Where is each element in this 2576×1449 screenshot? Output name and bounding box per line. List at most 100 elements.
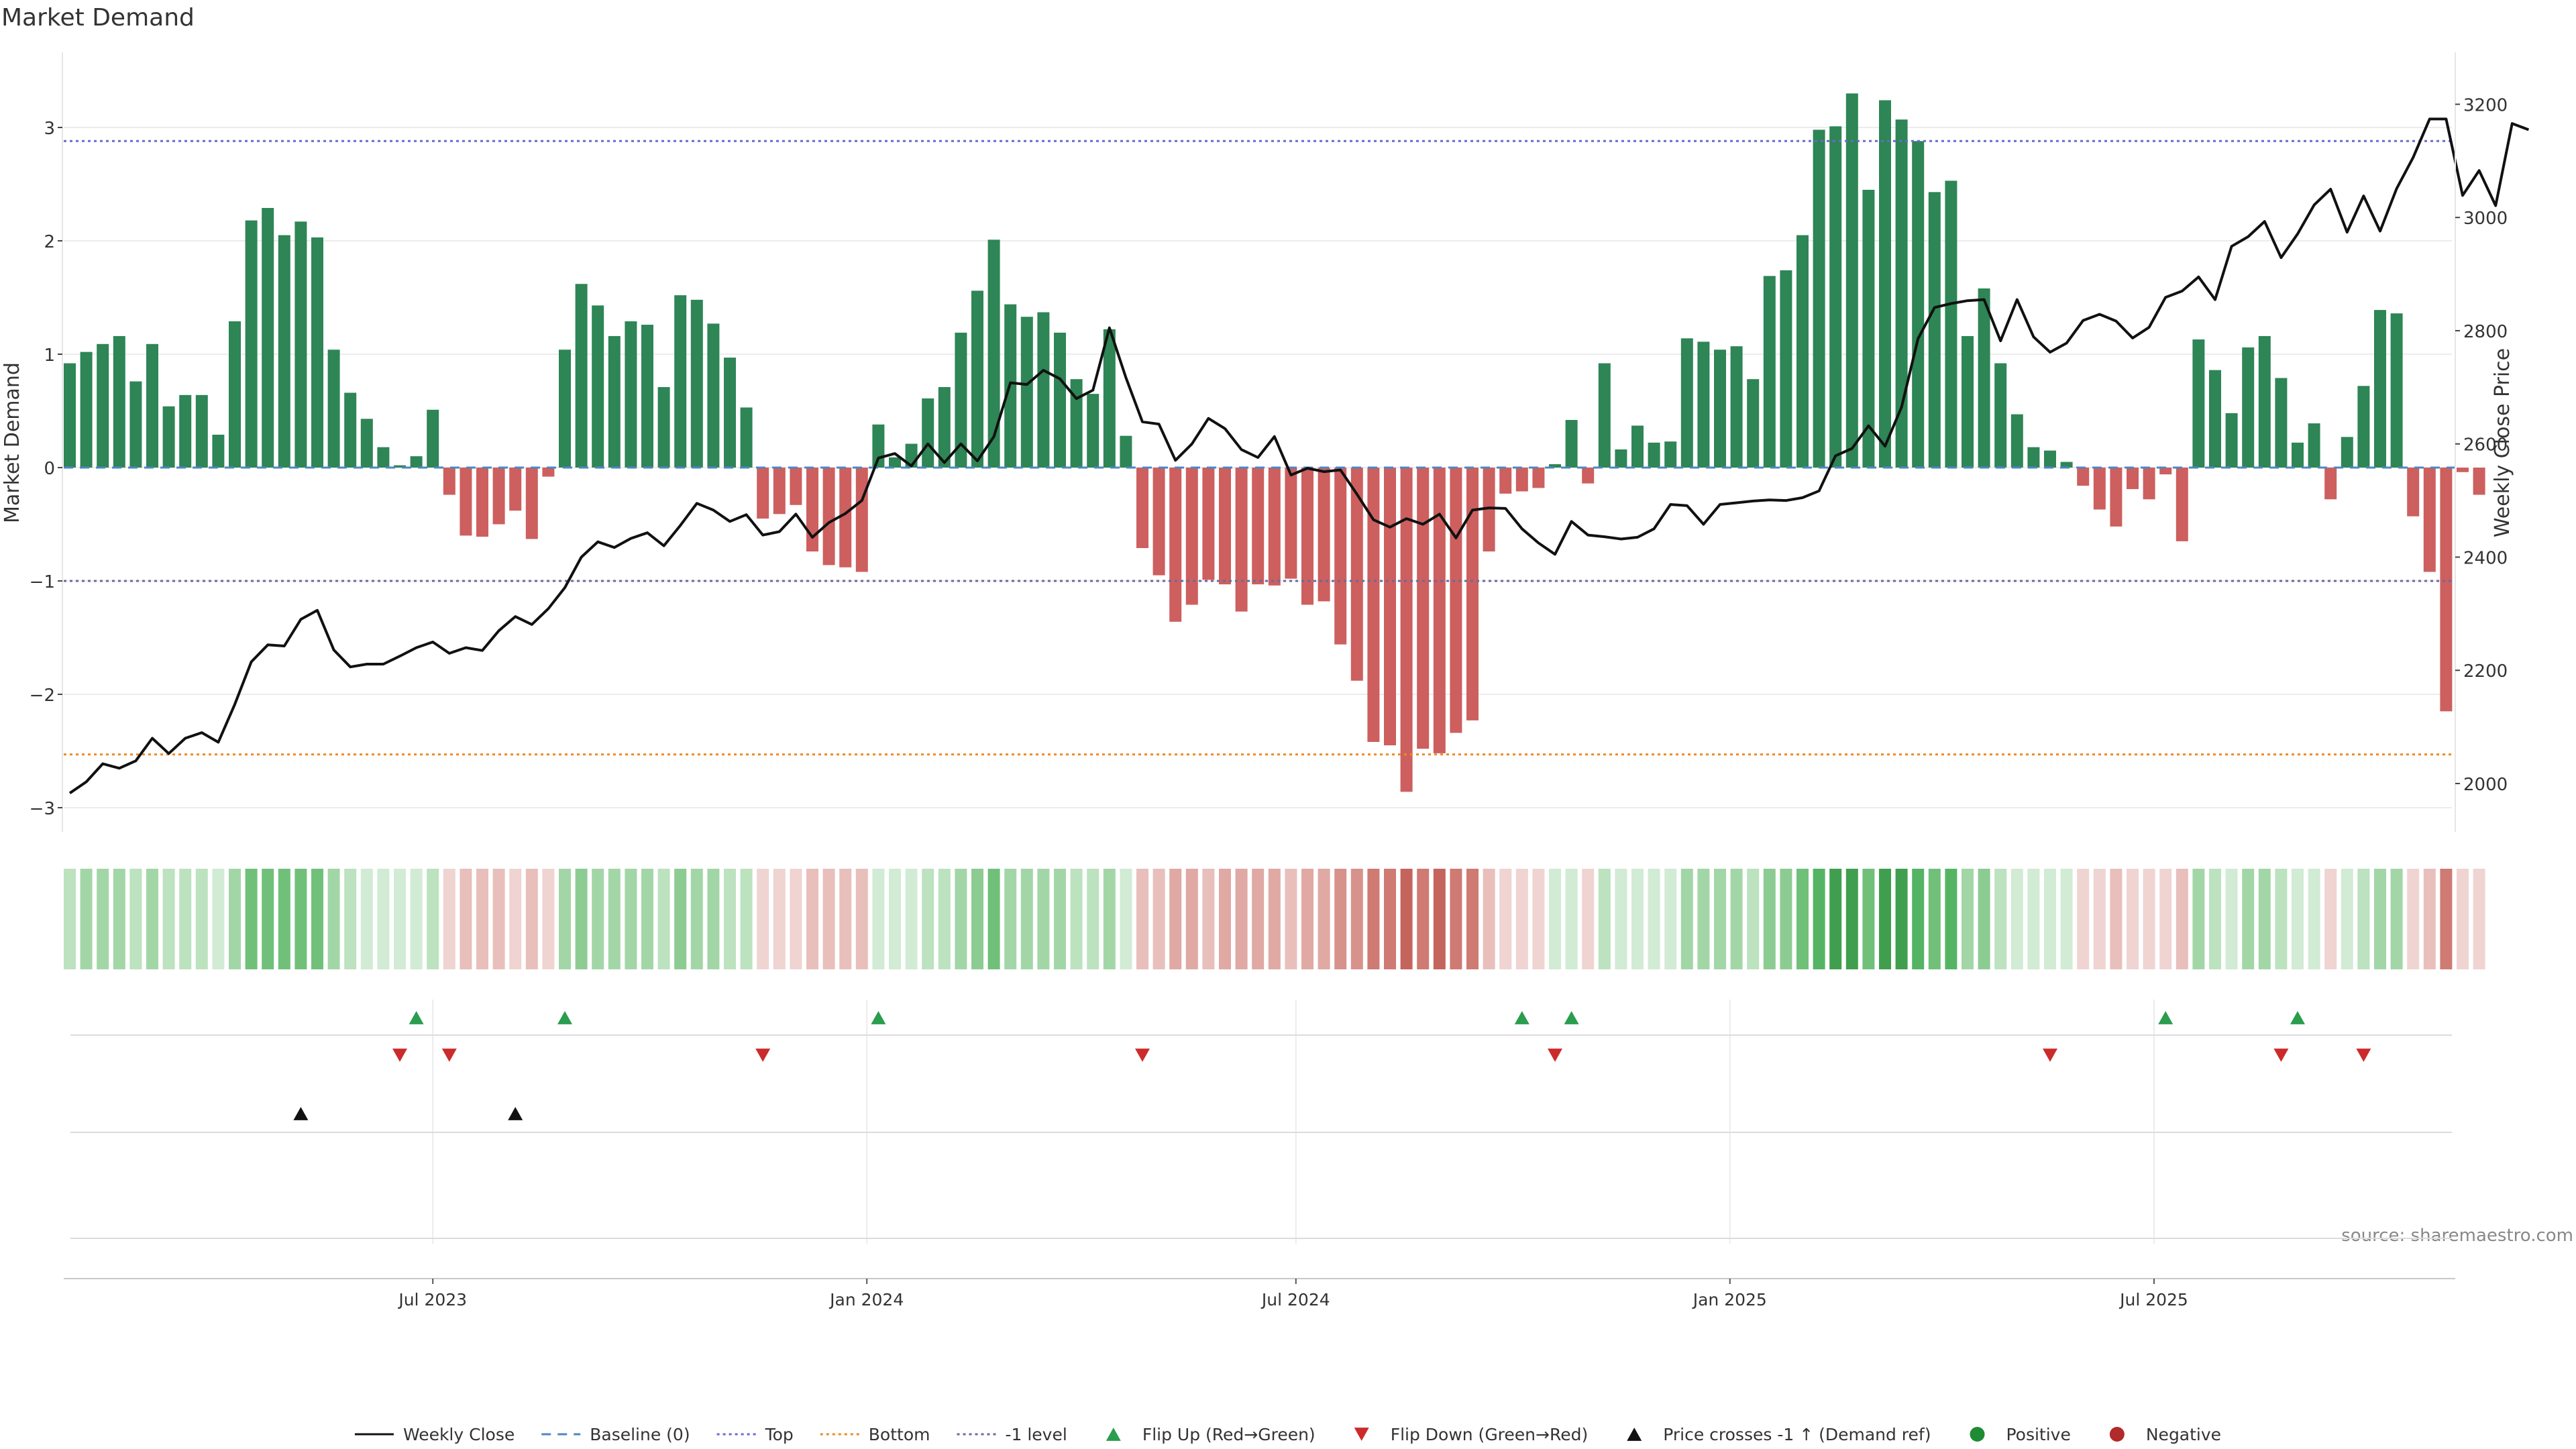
demand-bar [113, 335, 125, 468]
strip-cell [2225, 869, 2238, 969]
flip-up-marker [1564, 1011, 1579, 1024]
demand-bar [212, 434, 225, 468]
strip-cell [262, 869, 274, 969]
strip-cell [1384, 869, 1396, 969]
demand-bar [1268, 468, 1281, 586]
demand-bar [690, 299, 703, 468]
strip-cell [1714, 869, 1726, 969]
legend-item: Price crosses -1 ↑ (Demand ref) [1627, 1425, 1931, 1444]
demand-bar [1697, 341, 1710, 468]
strip-cell [1945, 869, 1957, 969]
strip-cell [1004, 869, 1017, 969]
strip-cell [1466, 869, 1479, 969]
demand-bar [790, 468, 802, 505]
strip-cell [146, 869, 158, 969]
demand-bar [1252, 468, 1265, 585]
strip-cell [855, 869, 868, 969]
strip-cell [1845, 869, 1858, 969]
demand-bar [2159, 468, 2172, 475]
strip-cell [1664, 869, 1677, 969]
flip-down-marker [2043, 1049, 2057, 1062]
strip-cell [1235, 869, 1248, 969]
demand-bar [641, 325, 653, 468]
legend-item: -1 level [957, 1425, 1067, 1444]
demand-bar [1054, 332, 1066, 468]
flip-down-marker [2273, 1049, 2289, 1062]
flip-up-marker [1514, 1011, 1529, 1024]
legend-triangle-swatch [1106, 1428, 1121, 1441]
strip-cell [1515, 869, 1528, 969]
strip-cell [2324, 869, 2337, 969]
y-tick-label: −3 [30, 799, 55, 819]
strip-cell [1417, 869, 1430, 969]
strip-cell [1994, 869, 2007, 969]
strip-cell [922, 869, 934, 969]
demand-bar [1845, 93, 1858, 468]
y2-tick-label: 2200 [2463, 661, 2508, 682]
demand-bar [1962, 335, 1974, 468]
demand-bar [1334, 468, 1347, 645]
demand-bar [922, 398, 934, 468]
strip-cell [1796, 869, 1809, 969]
demand-bar [1615, 449, 1627, 468]
legend-label: Price crosses -1 ↑ (Demand ref) [1663, 1425, 1931, 1444]
x-tick-label: Jan 2024 [828, 1290, 904, 1309]
legend-label: Positive [2006, 1425, 2070, 1444]
demand-bar [1714, 350, 1726, 468]
demand-bar [1350, 468, 1363, 681]
demand-bar [1631, 425, 1644, 468]
source-note: source: sharemaestro.com [2341, 1226, 2573, 1246]
strip-cell [1185, 869, 1198, 969]
strip-cell [641, 869, 653, 969]
strip-cell [394, 869, 406, 969]
price-cross-marker [293, 1107, 309, 1120]
flip-down-marker [1548, 1049, 1562, 1062]
strip-cell [625, 869, 637, 969]
strip-cell [2209, 869, 2221, 969]
strip-cell [1219, 869, 1231, 969]
demand-bar [195, 394, 208, 468]
strip-cell [790, 869, 802, 969]
strip-cell [1615, 869, 1627, 969]
demand-bar [2044, 450, 2056, 468]
strip-cell [2044, 869, 2056, 969]
strip-cell [377, 869, 390, 969]
strip-cell [1400, 869, 1413, 969]
demand-bar [1169, 468, 1182, 622]
demand-bar [394, 465, 406, 468]
y-axis-label: Market Demand [1, 362, 24, 523]
strip-cell [1549, 869, 1561, 969]
strip-cell [1499, 869, 1512, 969]
strip-cell [905, 869, 918, 969]
demand-bar [1483, 468, 1495, 552]
strip-cell [592, 869, 604, 969]
demand-bar [757, 468, 769, 519]
demand-bar [1763, 276, 1776, 468]
demand-bar [2242, 347, 2255, 468]
demand-bar [2308, 423, 2320, 468]
flip-down-marker [1135, 1049, 1150, 1062]
demand-bar [1499, 468, 1512, 494]
demand-bar [2127, 468, 2139, 490]
strip-cell [1730, 869, 1743, 969]
strip-cell [1350, 869, 1363, 969]
demand-bar [1285, 468, 1297, 579]
strip-cell [1879, 869, 1891, 969]
demand-bar [1813, 129, 1825, 468]
demand-bar [971, 290, 983, 468]
demand-bar [129, 381, 142, 468]
strip-cell [427, 869, 439, 969]
demand-bar [1747, 379, 1760, 468]
strip-cell [724, 869, 736, 969]
strip-cell [2473, 869, 2485, 969]
strip-cell [229, 869, 241, 969]
demand-bar [476, 468, 488, 537]
strip-cell [344, 869, 357, 969]
demand-bar [1384, 468, 1396, 746]
strip-cell [889, 869, 901, 969]
strip-cell [971, 869, 983, 969]
legend-label: -1 level [1005, 1425, 1067, 1444]
strip-cell [707, 869, 720, 969]
demand-bar [327, 350, 340, 468]
strip-cell [1037, 869, 1050, 969]
